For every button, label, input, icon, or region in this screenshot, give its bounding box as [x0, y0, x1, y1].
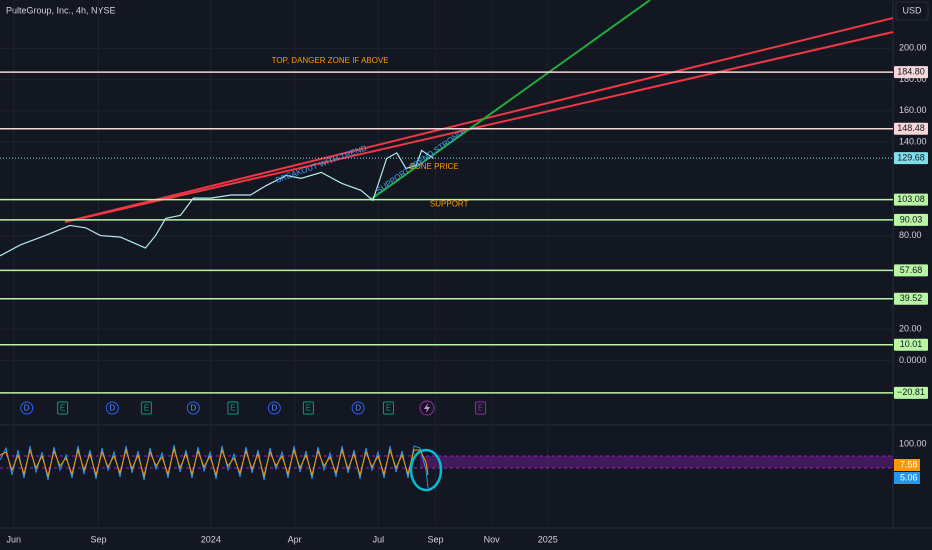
level-label-box — [894, 213, 928, 226]
event-label: D — [271, 404, 277, 413]
annotation: ZONE PRICE — [410, 162, 459, 171]
level-label-box — [894, 386, 928, 399]
oscillator-value-label: 5.06 — [900, 472, 918, 482]
y-tick-label: 0.0000 — [899, 355, 927, 365]
event-icon — [20, 401, 34, 415]
annotation: SUPPORT — [430, 199, 469, 208]
event-icon — [351, 401, 365, 415]
trend-line — [64, 31, 894, 223]
lightning — [424, 403, 430, 413]
event-label: E — [144, 404, 149, 413]
event-label: D — [190, 404, 196, 413]
grid — [0, 0, 893, 528]
event-icon — [267, 401, 281, 415]
level-label-box — [894, 66, 928, 79]
x-tick-label: Sep — [427, 534, 443, 544]
oscillator-value-box — [894, 459, 920, 471]
event-label: D — [109, 404, 115, 413]
trend-line — [64, 17, 894, 223]
oscillator-value-label: 7.58 — [900, 459, 918, 469]
event-icon — [140, 401, 152, 415]
level-label-box — [894, 292, 928, 305]
event-label: E — [478, 404, 483, 413]
event-label: E — [230, 404, 235, 413]
level-label: 90.03 — [900, 214, 923, 224]
price-line — [0, 149, 434, 257]
y-tick-label: 20.00 — [899, 324, 922, 334]
x-tick-label: Apr — [288, 534, 302, 544]
currency: USD — [902, 5, 922, 15]
level-label-box — [894, 122, 928, 135]
trend-line — [369, 0, 651, 201]
chart-title: PulteGroup, Inc., 4h, NYSE — [6, 5, 116, 15]
y-tick-label: 180.00 — [899, 74, 927, 84]
level-label: 57.68 — [900, 265, 923, 275]
level-label-box — [894, 152, 928, 165]
level-label-box — [894, 338, 928, 351]
x-tick-label: Jun — [7, 534, 22, 544]
oscillator-band — [420, 456, 893, 468]
x-tick-label: Nov — [484, 534, 501, 544]
x-tick-label: 2025 — [538, 534, 558, 544]
level-label: 39.52 — [900, 293, 923, 303]
oscillator-value-box — [894, 472, 920, 484]
event-label: D — [355, 404, 361, 413]
y-tick-label: 160.00 — [899, 105, 927, 115]
level-label: 103.08 — [897, 194, 925, 204]
event-icon — [105, 401, 119, 415]
level-label: 148.48 — [897, 123, 925, 133]
event-icon — [383, 401, 395, 415]
event-icon — [227, 401, 239, 415]
oscillator-k — [0, 444, 429, 489]
currency-box — [895, 1, 929, 21]
level-label-box — [894, 193, 928, 206]
x-tick-label: Sep — [90, 534, 106, 544]
event-label: E — [306, 404, 311, 413]
event-icon — [302, 401, 314, 415]
event-label: D — [24, 404, 30, 413]
highlight-circle — [409, 448, 443, 492]
event-icon — [186, 401, 200, 415]
annotation: TOP, DANGER ZONE IF ABOVE — [272, 56, 389, 65]
y-tick-label: 140.00 — [899, 136, 927, 146]
oscillator-tick-label: 100.00 — [899, 438, 927, 448]
level-label-box — [894, 264, 928, 277]
x-tick-label: Jul — [373, 534, 385, 544]
y-tick-label: 80.00 — [899, 230, 922, 240]
level-label: −20.81 — [897, 387, 925, 397]
event-label: E — [386, 404, 391, 413]
x-tick-label: 2024 — [201, 534, 221, 544]
event-icon — [475, 401, 487, 415]
event-icon — [57, 401, 69, 415]
event-label: E — [60, 404, 65, 413]
y-tick-label: 200.00 — [899, 43, 927, 53]
level-label: 10.01 — [900, 339, 923, 349]
level-label: 129.68 — [897, 152, 925, 162]
level-label: 184.80 — [897, 66, 925, 76]
oscillator-d — [0, 447, 429, 478]
